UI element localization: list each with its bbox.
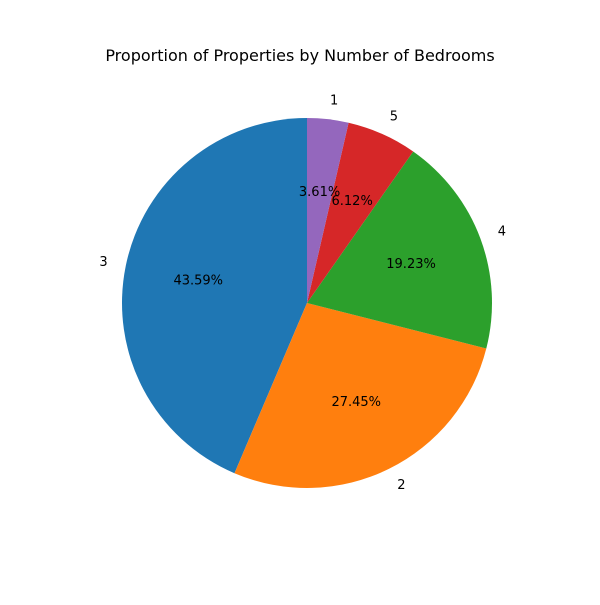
slice-percent-label-4: 19.23% (386, 257, 436, 272)
slices-layer (122, 118, 493, 488)
pie-slice-5 (307, 122, 414, 303)
pie-slice-1 (307, 118, 349, 303)
slice-label-1: 1 (330, 93, 338, 108)
pie-slice-4 (307, 151, 493, 349)
slice-label-2: 2 (397, 478, 405, 493)
slice-label-3: 3 (99, 255, 107, 270)
pie-slice-3 (122, 118, 307, 474)
slice-percent-label-5: 6.12% (332, 194, 373, 209)
slice-label-5: 5 (390, 110, 398, 125)
slice-label-4: 4 (498, 225, 506, 240)
chart-title: Proportion of Properties by Number of Be… (105, 46, 495, 65)
labels-layer: 3 43.59% 2 27.45% 4 19.23% 5 6.12% 1 3.61% (99, 93, 506, 493)
slice-percent-label-2: 27.45% (331, 395, 381, 410)
pie-slice-2 (234, 303, 487, 488)
slice-percent-label-3: 43.59% (173, 273, 223, 288)
slice-percent-label-1: 3.61% (299, 185, 340, 200)
